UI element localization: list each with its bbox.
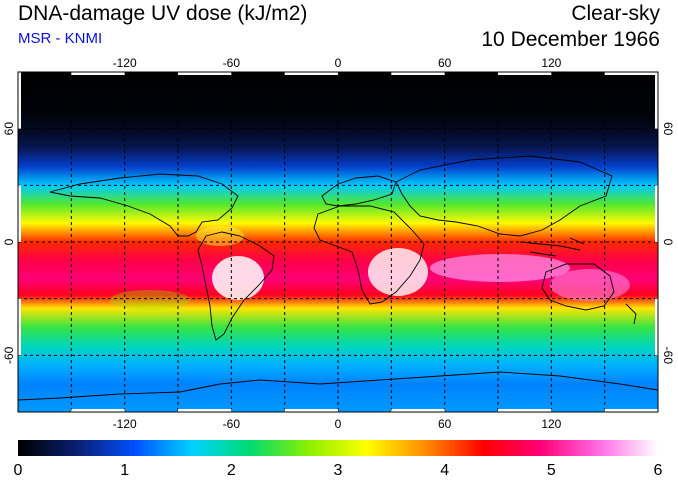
colorbar-tick-label: 1	[120, 462, 129, 479]
lon-label-top: -120	[113, 56, 137, 70]
right-edge-bar	[655, 185, 658, 242]
hotspot-south-america	[212, 256, 264, 300]
colorbar-tick-label: 2	[227, 462, 236, 479]
coast-antarctica	[18, 371, 658, 401]
lon-label-top: 0	[335, 56, 342, 70]
coast-asia	[395, 155, 613, 237]
top-edge-bar	[71, 72, 125, 75]
colorbar-tick-label: 5	[547, 462, 556, 479]
lon-label-top: 120	[541, 56, 561, 70]
cloud-free-east-pacific	[110, 290, 190, 310]
lon-label-bottom: 0	[335, 417, 342, 431]
hotspot-australia	[550, 269, 630, 301]
coast-north-america	[49, 173, 239, 237]
coast-south-america	[197, 231, 275, 341]
left-edge-bar	[18, 72, 21, 129]
map-frame	[17, 71, 659, 413]
map-title: DNA-damage UV dose (kJ/m2)	[18, 2, 308, 25]
top-edge-bar	[391, 72, 445, 75]
colorbar-strip	[18, 440, 658, 456]
bottom-edge-bar	[391, 409, 445, 412]
lon-label-top: 60	[438, 56, 452, 70]
lon-label-bottom: -60	[223, 417, 241, 431]
land-hotspots	[110, 226, 630, 310]
top-edge-bar	[604, 72, 658, 75]
lat-label-right: 60	[661, 122, 675, 136]
hotspot-southern-africa	[368, 248, 428, 296]
hotspot-indian-ocean	[430, 254, 570, 282]
highland-south-america	[196, 226, 244, 246]
coast-indonesia	[519, 237, 585, 257]
coast-europe	[321, 175, 397, 207]
right-edge-bar	[655, 72, 658, 129]
lon-label-top: -60	[223, 56, 241, 70]
bottom-edge-bar	[284, 409, 338, 412]
colorbar-tick-label: 3	[334, 462, 343, 479]
lon-label-bottom: 120	[541, 417, 561, 431]
colorbar-tick-label: 6	[654, 462, 663, 479]
colorbar: 0 1 2 3 4 5 6	[14, 440, 663, 479]
top-edge-bar	[178, 72, 232, 75]
left-edge-bar	[18, 298, 21, 356]
coast-australia	[541, 263, 615, 311]
source-label: MSR - KNMI	[18, 30, 103, 47]
colorbar-tick-label: 4	[440, 462, 449, 479]
lat-label-left: 60	[2, 122, 16, 136]
lat-label-left: 0	[2, 238, 16, 245]
coast-new-zealand	[625, 303, 637, 325]
lon-label-bottom: 60	[438, 417, 452, 431]
colorbar-labels: 0 1 2 3 4 5 6	[14, 462, 663, 479]
date-label: 10 December 1966	[481, 28, 660, 51]
right-edge-bar	[655, 298, 658, 356]
coast-africa	[313, 205, 425, 305]
latitude-labels: -60 -60 0 0 60 60	[2, 122, 675, 365]
lat-label-right: 0	[661, 239, 675, 246]
coastlines	[18, 155, 658, 401]
graticule	[18, 72, 658, 412]
lon-label-bottom: -120	[113, 417, 137, 431]
longitude-labels: -120 -120 -60 -60 0 0 60 60 120 120	[113, 56, 562, 431]
bottom-edge-bar	[178, 409, 232, 412]
map-edge-bars	[18, 72, 658, 412]
bottom-edge-bar	[71, 409, 125, 412]
lat-label-left: -60	[2, 346, 16, 364]
left-edge-bar	[18, 185, 21, 242]
lat-label-right: -60	[661, 347, 675, 365]
sky-condition-label: Clear-sky	[571, 2, 660, 25]
colorbar-tick-label: 0	[14, 462, 23, 479]
map-area	[17, 71, 659, 413]
top-edge-bar	[498, 72, 552, 75]
top-edge-bar	[284, 72, 338, 75]
bottom-edge-bar	[498, 409, 552, 412]
bottom-edge-bar	[604, 409, 658, 412]
